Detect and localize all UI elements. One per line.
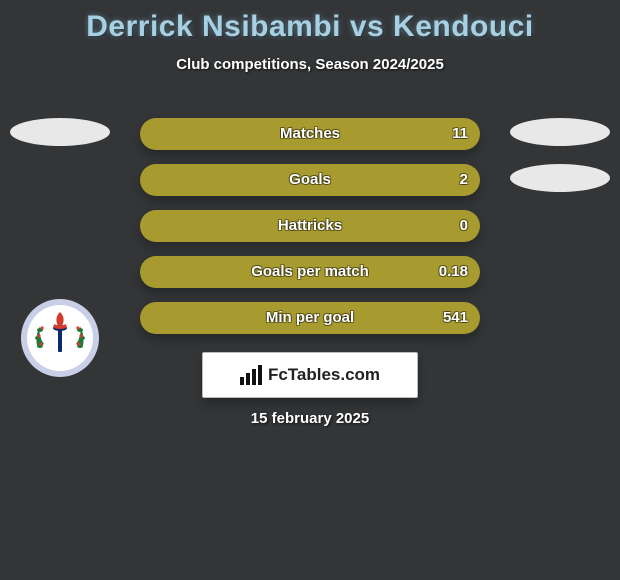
player-name-pill — [510, 118, 610, 146]
bar-chart-icon — [240, 365, 262, 385]
stat-bar: Goals2 — [140, 164, 480, 196]
stat-label: Goals per match — [140, 256, 480, 288]
stat-label: Matches — [140, 118, 480, 150]
club-name-pill — [510, 164, 610, 192]
stat-label: Min per goal — [140, 302, 480, 334]
right-player-column — [510, 118, 610, 210]
stat-value: 2 — [460, 164, 468, 196]
comparison-card: Derrick Nsibambi vs Kendouci Club compet… — [0, 0, 620, 580]
season-subtitle: Club competitions, Season 2024/2025 — [0, 56, 620, 73]
stat-value: 0 — [460, 210, 468, 242]
left-player-column — [10, 118, 110, 164]
stat-bar: Matches11 — [140, 118, 480, 150]
stat-bar: Goals per match0.18 — [140, 256, 480, 288]
page-title: Derrick Nsibambi vs Kendouci — [0, 0, 620, 44]
snapshot-date: 15 february 2025 — [0, 410, 620, 427]
stat-label: Goals — [140, 164, 480, 196]
club-logo — [20, 298, 100, 378]
stat-value: 0.18 — [439, 256, 468, 288]
stat-value: 541 — [443, 302, 468, 334]
brand-name: FcTables.com — [268, 365, 380, 385]
stat-label: Hattricks — [140, 210, 480, 242]
stat-bar: Min per goal541 — [140, 302, 480, 334]
stat-bars: Matches11 Goals2 Hattricks0 Goals per match… — [140, 118, 480, 348]
source-attribution[interactable]: FcTables.com — [202, 352, 418, 398]
stat-value: 11 — [452, 118, 468, 150]
club-crest-icon — [20, 298, 100, 378]
stat-bar: Hattricks0 — [140, 210, 480, 242]
player-name-pill — [10, 118, 110, 146]
